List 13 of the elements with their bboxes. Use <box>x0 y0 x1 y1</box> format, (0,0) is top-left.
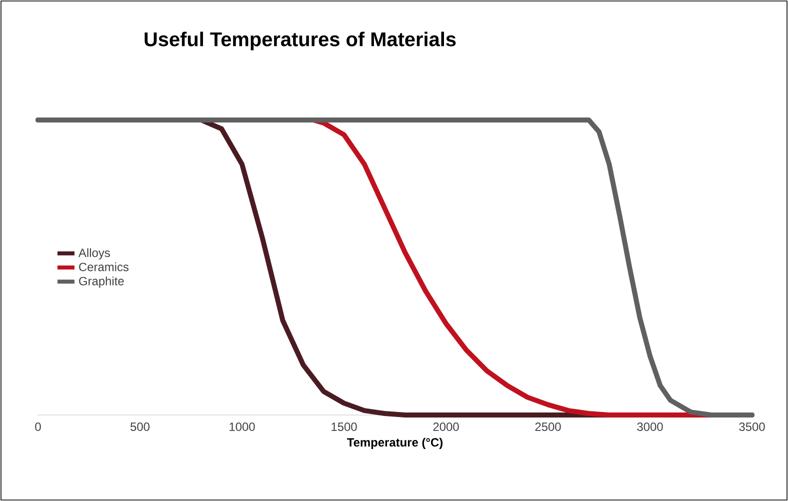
legend-label: Graphite <box>79 276 124 288</box>
x-tick-label: 3500 <box>739 422 765 431</box>
x-tick-label: 500 <box>130 422 150 431</box>
x-axis-title: Temperature (°C) <box>347 438 443 449</box>
x-tick-label: 3000 <box>637 422 663 431</box>
x-tick-label: 1000 <box>230 422 255 431</box>
x-tick-label: 1500 <box>332 422 357 431</box>
legend-label: Alloys <box>78 248 110 260</box>
x-tick-label: 0 <box>35 422 41 431</box>
x-tick-label: 2500 <box>535 422 561 431</box>
legend-label: Ceramics <box>79 262 129 272</box>
x-tick-label: 2000 <box>433 422 459 431</box>
chart-title: Useful Temperatures of Materials <box>144 32 456 50</box>
